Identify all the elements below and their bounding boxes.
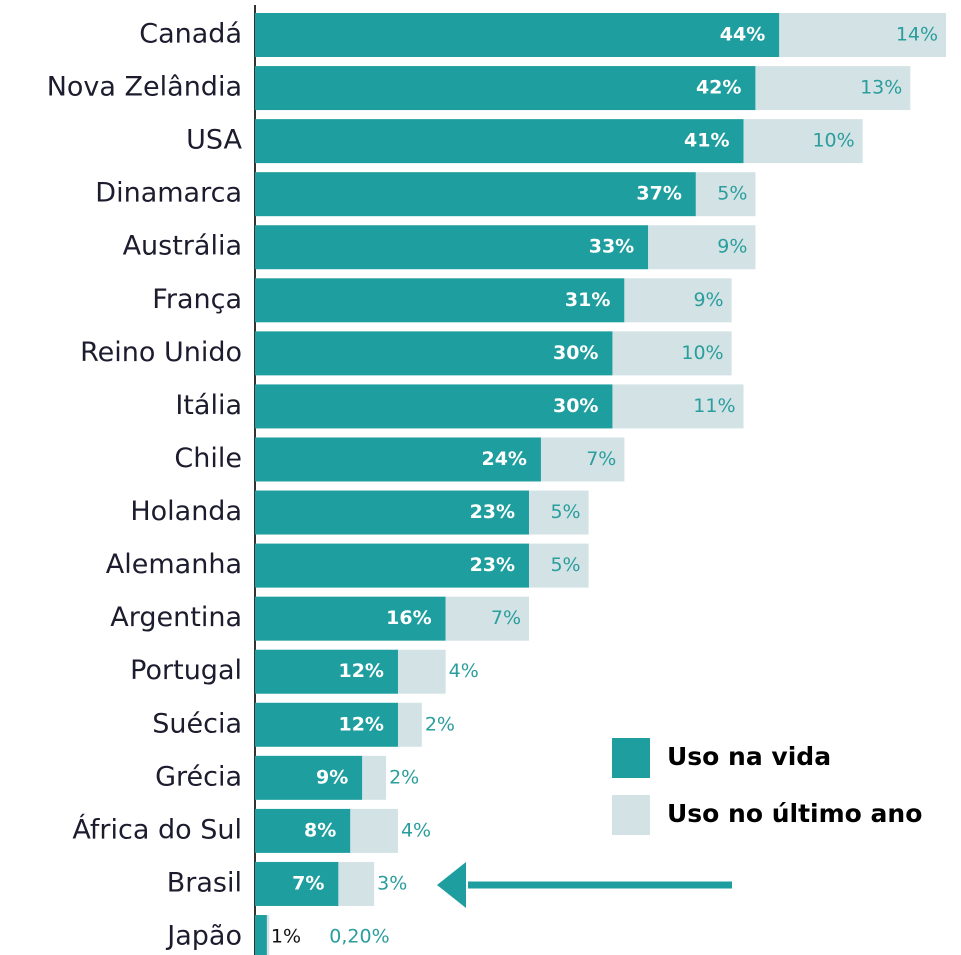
category-label: França <box>152 284 242 315</box>
value-label: 7% <box>491 607 521 629</box>
bar-segment <box>255 915 267 955</box>
category-label: Suécia <box>152 708 242 739</box>
bar-segment <box>445 596 530 641</box>
value-label: 0,20% <box>329 926 389 948</box>
bar-segment <box>255 225 649 270</box>
value-label: 30% <box>553 395 598 417</box>
value-label: 24% <box>481 448 526 470</box>
bar-segment <box>743 119 863 164</box>
legend-swatch <box>612 795 650 835</box>
value-label: 23% <box>470 554 515 576</box>
bar-segment <box>266 915 270 955</box>
value-label: 12% <box>338 660 383 682</box>
value-label: 16% <box>386 607 431 629</box>
bar-segment <box>255 384 613 429</box>
value-label: 14% <box>896 24 938 46</box>
bar-segment <box>779 13 947 57</box>
value-label: 9% <box>693 289 723 311</box>
bar-segment <box>255 596 446 641</box>
value-label: 5% <box>550 501 580 523</box>
category-label: Nova Zelândia <box>47 72 242 103</box>
bar-segment <box>255 649 398 694</box>
bar-segment <box>695 172 756 217</box>
category-label: Portugal <box>130 655 242 686</box>
bar-segment <box>624 278 732 323</box>
category-label: Alemanha <box>106 549 242 580</box>
bar-segment <box>540 437 625 482</box>
value-label: 31% <box>565 289 610 311</box>
category-label: Itália <box>175 390 242 421</box>
value-label: 5% <box>550 554 580 576</box>
value-label: 37% <box>636 183 681 205</box>
arrow-head <box>437 862 466 908</box>
value-label: 7% <box>292 872 324 894</box>
value-label: 11% <box>693 395 735 417</box>
category-label: Austrália <box>123 231 242 262</box>
legend-label: Uso no último ano <box>667 799 922 828</box>
value-label: 10% <box>812 130 854 152</box>
category-label: Argentina <box>110 602 242 633</box>
category-label: Reino Unido <box>80 337 242 368</box>
bar-segment <box>255 755 363 800</box>
bar-segment <box>255 702 398 747</box>
value-label: 33% <box>589 236 634 258</box>
value-label: 7% <box>586 448 616 470</box>
value-label: 2% <box>389 766 419 788</box>
bar-segment <box>255 119 744 164</box>
category-label: USA <box>186 125 242 156</box>
value-label: 9% <box>316 766 348 788</box>
bar-segment <box>255 331 613 376</box>
value-label: 30% <box>553 342 598 364</box>
value-label: 2% <box>425 713 455 735</box>
category-label: Canadá <box>139 19 242 50</box>
bar-segment <box>255 13 780 57</box>
bar-segment <box>255 861 339 906</box>
bar-segment <box>255 437 541 482</box>
value-label: 12% <box>338 713 383 735</box>
value-label: 4% <box>449 660 479 682</box>
category-label: Japão <box>165 921 242 952</box>
bar-segment <box>612 331 732 376</box>
value-label: 4% <box>401 819 431 841</box>
category-label: Chile <box>174 443 242 474</box>
legend-label: Uso na vida <box>667 742 831 771</box>
bar-segment <box>338 861 375 906</box>
bar-segment <box>255 278 625 323</box>
bar-segment <box>529 543 589 588</box>
bar-segment <box>255 543 530 588</box>
value-label: 42% <box>696 77 741 99</box>
value-label: 8% <box>304 819 336 841</box>
value-label: 9% <box>717 236 747 258</box>
value-label: 3% <box>377 872 407 894</box>
bar-segment <box>255 490 530 535</box>
bar-segment <box>755 66 911 111</box>
bar-segment <box>255 66 756 111</box>
category-label: Grécia <box>155 761 242 792</box>
bar-segment <box>397 702 422 747</box>
category-label: Brasil <box>167 867 242 898</box>
value-label: 23% <box>470 501 515 523</box>
value-label: 13% <box>860 77 902 99</box>
category-label: Holanda <box>130 496 242 527</box>
bar-segment <box>648 225 756 270</box>
value-label: 1% <box>271 926 301 948</box>
value-label: 10% <box>681 342 723 364</box>
bar-segment <box>397 649 446 694</box>
value-label: 41% <box>684 130 729 152</box>
category-label: África do Sul <box>72 813 242 845</box>
bar-segment <box>612 384 744 429</box>
bar-segment <box>255 172 696 217</box>
bar-segment <box>350 808 398 853</box>
bar-segment <box>255 808 351 853</box>
category-label: Dinamarca <box>95 178 242 209</box>
bar-segment <box>529 490 589 535</box>
bar-segment <box>362 755 387 800</box>
legend-swatch <box>612 738 650 778</box>
value-label: 44% <box>720 24 765 46</box>
value-label: 5% <box>717 183 747 205</box>
